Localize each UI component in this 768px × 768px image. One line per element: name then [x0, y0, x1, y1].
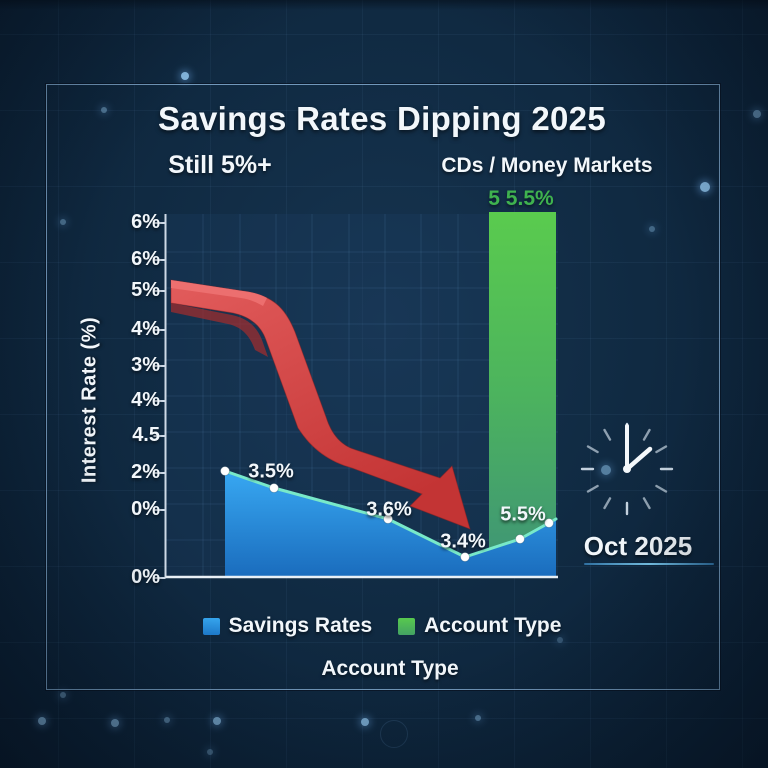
y-tick-label: 4%	[131, 389, 160, 411]
data-point-marker	[220, 466, 230, 476]
clock-hour-hand	[624, 446, 653, 472]
clock-tick	[642, 428, 651, 441]
clock-tick	[603, 497, 612, 510]
legend-label: Savings Rates	[228, 614, 373, 637]
clock-tick	[655, 445, 668, 454]
clock-tick	[655, 484, 668, 493]
legend-swatch	[202, 617, 220, 635]
y-tick-label: 6%	[131, 211, 160, 233]
x-axis-label: Account Type	[321, 657, 459, 680]
date-label: Oct 2025	[583, 531, 693, 561]
data-point-marker	[269, 483, 279, 493]
legend-item-account-type: Account Type	[398, 614, 561, 638]
clock-tick	[586, 445, 599, 454]
clock-center	[623, 465, 631, 473]
legend: Savings Rates Account Type	[46, 614, 718, 638]
clock-tick	[642, 497, 651, 510]
data-point-label: 3.6%	[366, 498, 412, 521]
legend-swatch	[398, 617, 416, 635]
y-tick-label: 4.5	[132, 424, 160, 446]
data-point-label: 3.4%	[440, 530, 486, 553]
y-tick-label: 3%	[131, 354, 160, 376]
y-tick-label: 4%	[131, 318, 160, 340]
data-point-label: 3.5%	[248, 460, 294, 483]
y-tick-label: 0%	[131, 498, 160, 520]
clock-tick	[586, 484, 599, 493]
clock-tick	[603, 428, 612, 441]
data-point-label: 5.5%	[500, 503, 546, 526]
legend-item-savings-rates: Savings Rates	[202, 614, 373, 638]
y-tick-label: 2%	[131, 461, 160, 483]
data-point-marker	[515, 534, 525, 544]
y-tick-label: 0%	[131, 566, 160, 588]
clock-icon	[580, 422, 674, 516]
y-tick-label: 6%	[131, 248, 160, 270]
data-point-marker	[460, 552, 470, 562]
legend-label: Account Type	[424, 614, 562, 637]
date-underline	[584, 563, 714, 565]
y-tick-label: 5%	[131, 279, 160, 301]
